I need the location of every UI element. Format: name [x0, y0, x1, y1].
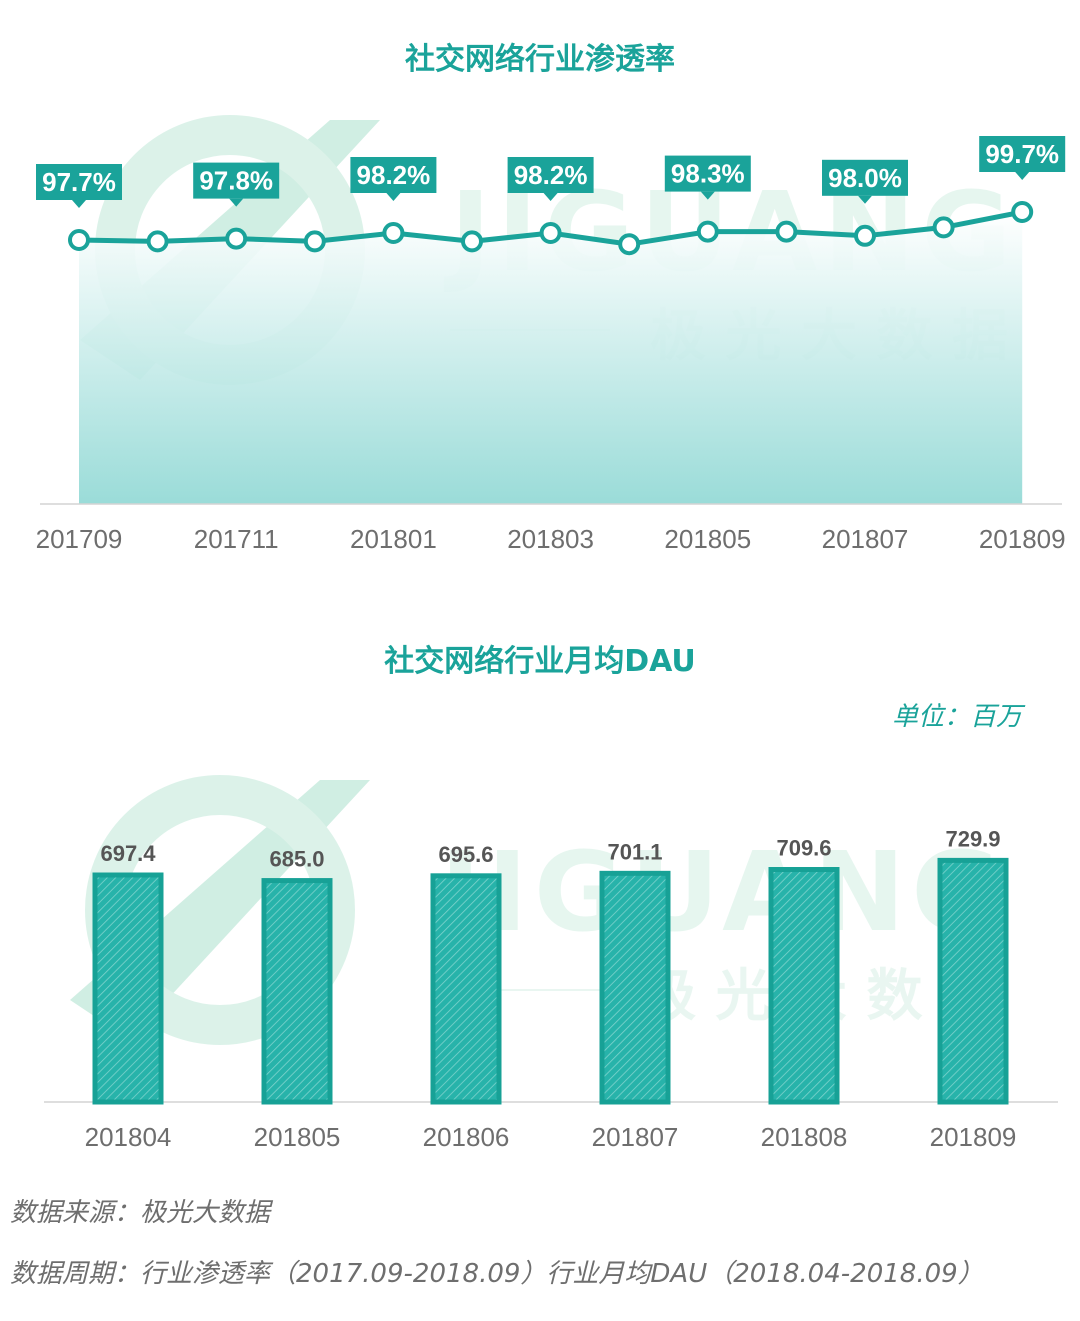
x-tick-label-201709: 201709	[36, 524, 123, 554]
data-source-note: 数据来源：极光大数据	[10, 1198, 271, 1228]
bar-chart-title: 社交网络行业月均DAU	[384, 644, 696, 679]
data-point-201711	[225, 227, 248, 250]
data-period-note: 数据周期：行业渗透率（2017.09-2018.09）行业月均DAU（2018.…	[10, 1259, 984, 1289]
x-tick-label-201803: 201803	[507, 524, 594, 554]
data-point-201802	[461, 230, 483, 253]
bar-value-label-201808: 709.6	[776, 836, 831, 861]
data-label-box-201803	[507, 157, 594, 193]
x-tick-label-201809: 201809	[979, 524, 1066, 554]
data-label-pointer-201801	[386, 193, 401, 201]
bar-x-tick-label-201804: 201804	[85, 1122, 172, 1152]
x-tick-label-201711: 201711	[194, 524, 279, 554]
data-point-201806	[775, 220, 798, 243]
data-label-201801: 98.2%	[357, 160, 431, 190]
bar-x-tick-label-201809: 201809	[930, 1122, 1017, 1152]
data-label-pointer-201807	[858, 195, 872, 204]
line-chart-title: 社交网络行业渗透率	[405, 42, 675, 77]
x-tick-label-201807: 201807	[822, 524, 909, 554]
data-label-201803: 98.2%	[514, 160, 588, 190]
data-label-201711: 97.8%	[199, 166, 273, 196]
bar-201806	[430, 873, 502, 1105]
data-label-box-201805	[664, 155, 751, 192]
data-label-201805: 98.3%	[671, 159, 745, 189]
data-label-201709: 97.7%	[42, 167, 116, 197]
x-tick-label-201801: 201801	[350, 524, 437, 554]
bar-201808	[768, 867, 840, 1105]
data-point-201801	[382, 222, 405, 244]
watermark-brand: JIGUANG	[433, 828, 1008, 956]
data-label-201809: 99.7%	[985, 139, 1059, 169]
area-fill	[79, 212, 1023, 504]
data-label-pointer-201711	[229, 198, 244, 207]
bar-201809	[937, 857, 1009, 1105]
data-label-box-201807	[822, 159, 908, 196]
data-label-pointer-201805	[700, 191, 715, 200]
bar-value-label-201809: 729.9	[945, 826, 1000, 851]
x-tick-label-201805: 201805	[664, 524, 751, 554]
bar-x-tick-label-201807: 201807	[592, 1122, 679, 1152]
data-point-201804	[618, 233, 641, 256]
watermark-subtitle: 极 光 大 数 据	[640, 964, 998, 1029]
bar-x-tick-label-201805: 201805	[254, 1122, 341, 1152]
data-point-201808	[932, 216, 955, 239]
bar-value-label-201804: 697.4	[100, 841, 156, 866]
data-point-201709	[68, 229, 90, 251]
data-label-box-201809	[979, 136, 1066, 172]
data-label-201807: 98.0%	[828, 163, 902, 193]
data-label-box-201711	[193, 162, 280, 199]
data-point-201712	[303, 230, 326, 253]
data-label-box-201801	[350, 157, 437, 193]
bar-value-label-201806: 695.6	[438, 842, 493, 867]
data-label-pointer-201809	[1015, 172, 1030, 180]
data-point-201805	[696, 220, 719, 243]
bar-201807	[599, 870, 671, 1105]
watermark-logo-2: JIGUANG 极 光 大 数 据	[70, 775, 1008, 1045]
data-label-pointer-201709	[72, 200, 86, 208]
data-point-201807	[854, 224, 876, 247]
watermark-stroke	[70, 780, 370, 1040]
data-point-201803	[539, 222, 562, 244]
watermark-ring	[85, 775, 355, 1045]
bar-201804	[92, 872, 164, 1105]
bar-x-tick-label-201806: 201806	[423, 1122, 510, 1152]
unit-label: 单位：百万	[891, 702, 1022, 732]
bar-201805	[261, 878, 333, 1105]
bar-value-label-201805: 685.0	[269, 847, 324, 872]
bar-value-label-201807: 701.1	[607, 839, 662, 864]
data-point-201809	[1011, 201, 1034, 223]
data-label-box-201709	[36, 164, 122, 200]
bar-x-tick-label-201808: 201808	[761, 1122, 848, 1152]
data-point-201710	[146, 230, 169, 253]
data-label-pointer-201803	[543, 193, 558, 201]
